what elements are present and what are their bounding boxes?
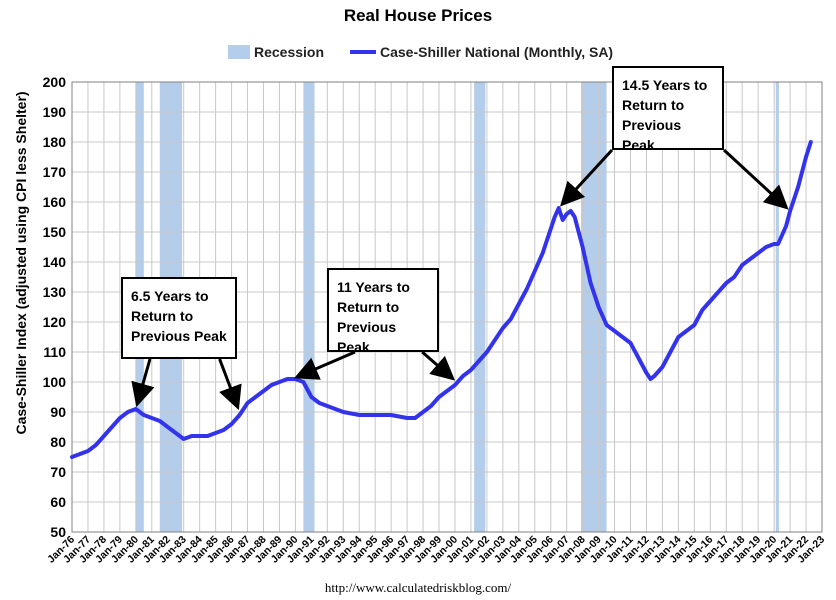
recession-band — [581, 82, 607, 532]
annotation-line: 14.5 Years to — [622, 77, 708, 93]
annotation-arrow — [218, 358, 242, 411]
annotation-line: Return to — [622, 97, 685, 113]
annotation-line: Return to — [131, 308, 194, 324]
annotation-line: Previous Peak — [131, 328, 227, 344]
annotation-box-14-5-years: 14.5 Years to Return to Previous Peak — [612, 66, 724, 153]
annotation-line: 11 Years to — [337, 279, 410, 295]
annotation-line: Return to — [337, 299, 400, 315]
plot-frame — [71, 81, 823, 533]
annotation-line: Previous Peak — [622, 117, 682, 153]
y-tick-label: 170 — [43, 164, 67, 180]
annotation-arrow — [294, 350, 356, 380]
y-axis-label: Case-Shiller Index (adjusted using CPI l… — [13, 91, 29, 434]
legend-label-case-shiller: Case-Shiller National (Monthly, SA) — [380, 44, 614, 60]
y-tick-label: 160 — [43, 194, 67, 210]
legend-swatch-case-shiller — [350, 50, 376, 54]
recession-band — [303, 82, 315, 532]
chart-title: Real House Prices — [343, 6, 493, 25]
y-tick-label: 60 — [50, 494, 66, 510]
annotation-arrows — [131, 148, 789, 411]
y-tick-label: 180 — [43, 134, 67, 150]
legend-item-recession: Recession — [228, 44, 324, 60]
legend: Recession Case-Shiller National (Monthly… — [0, 44, 836, 64]
y-tick-label: 190 — [43, 104, 67, 120]
annotation-arrow — [131, 358, 155, 408]
annotation-line: 6.5 Years to — [131, 288, 209, 304]
legend-swatch-recession — [228, 45, 250, 59]
recession-bands — [135, 82, 779, 532]
annotation-line: Previous Peak — [337, 319, 397, 355]
y-tick-label: 120 — [43, 314, 67, 330]
annotation-box-11-years: 11 Years to Return to Previous Peak — [327, 268, 439, 355]
y-tick-label: 100 — [43, 374, 67, 390]
annotation-arrow — [421, 350, 456, 381]
y-tick-label: 140 — [43, 254, 67, 270]
y-tick-label: 110 — [43, 344, 66, 360]
annotation-arrow — [560, 148, 614, 207]
legend-item-case-shiller: Case-Shiller National (Monthly, SA) — [350, 44, 613, 60]
y-tick-label: 90 — [50, 404, 66, 420]
annotation-box-6-5-years: 6.5 Years to Return to Previous Peak — [121, 277, 237, 359]
series-line-case-shiller — [70, 140, 813, 459]
y-tick-label: 80 — [50, 434, 66, 450]
y-tick-label: 150 — [43, 224, 67, 240]
y-tick-label: 200 — [43, 74, 67, 90]
recession-band — [474, 82, 486, 532]
annotation-arrow — [722, 148, 789, 210]
source-url: http://www.calculatedriskblog.com/ — [324, 580, 512, 595]
y-tick-label: 50 — [50, 524, 66, 540]
recession-band — [775, 82, 779, 532]
y-tick-label: 130 — [43, 284, 67, 300]
y-tick-label: 70 — [50, 464, 66, 480]
legend-label-recession: Recession — [254, 44, 325, 60]
series-lines — [70, 140, 813, 459]
